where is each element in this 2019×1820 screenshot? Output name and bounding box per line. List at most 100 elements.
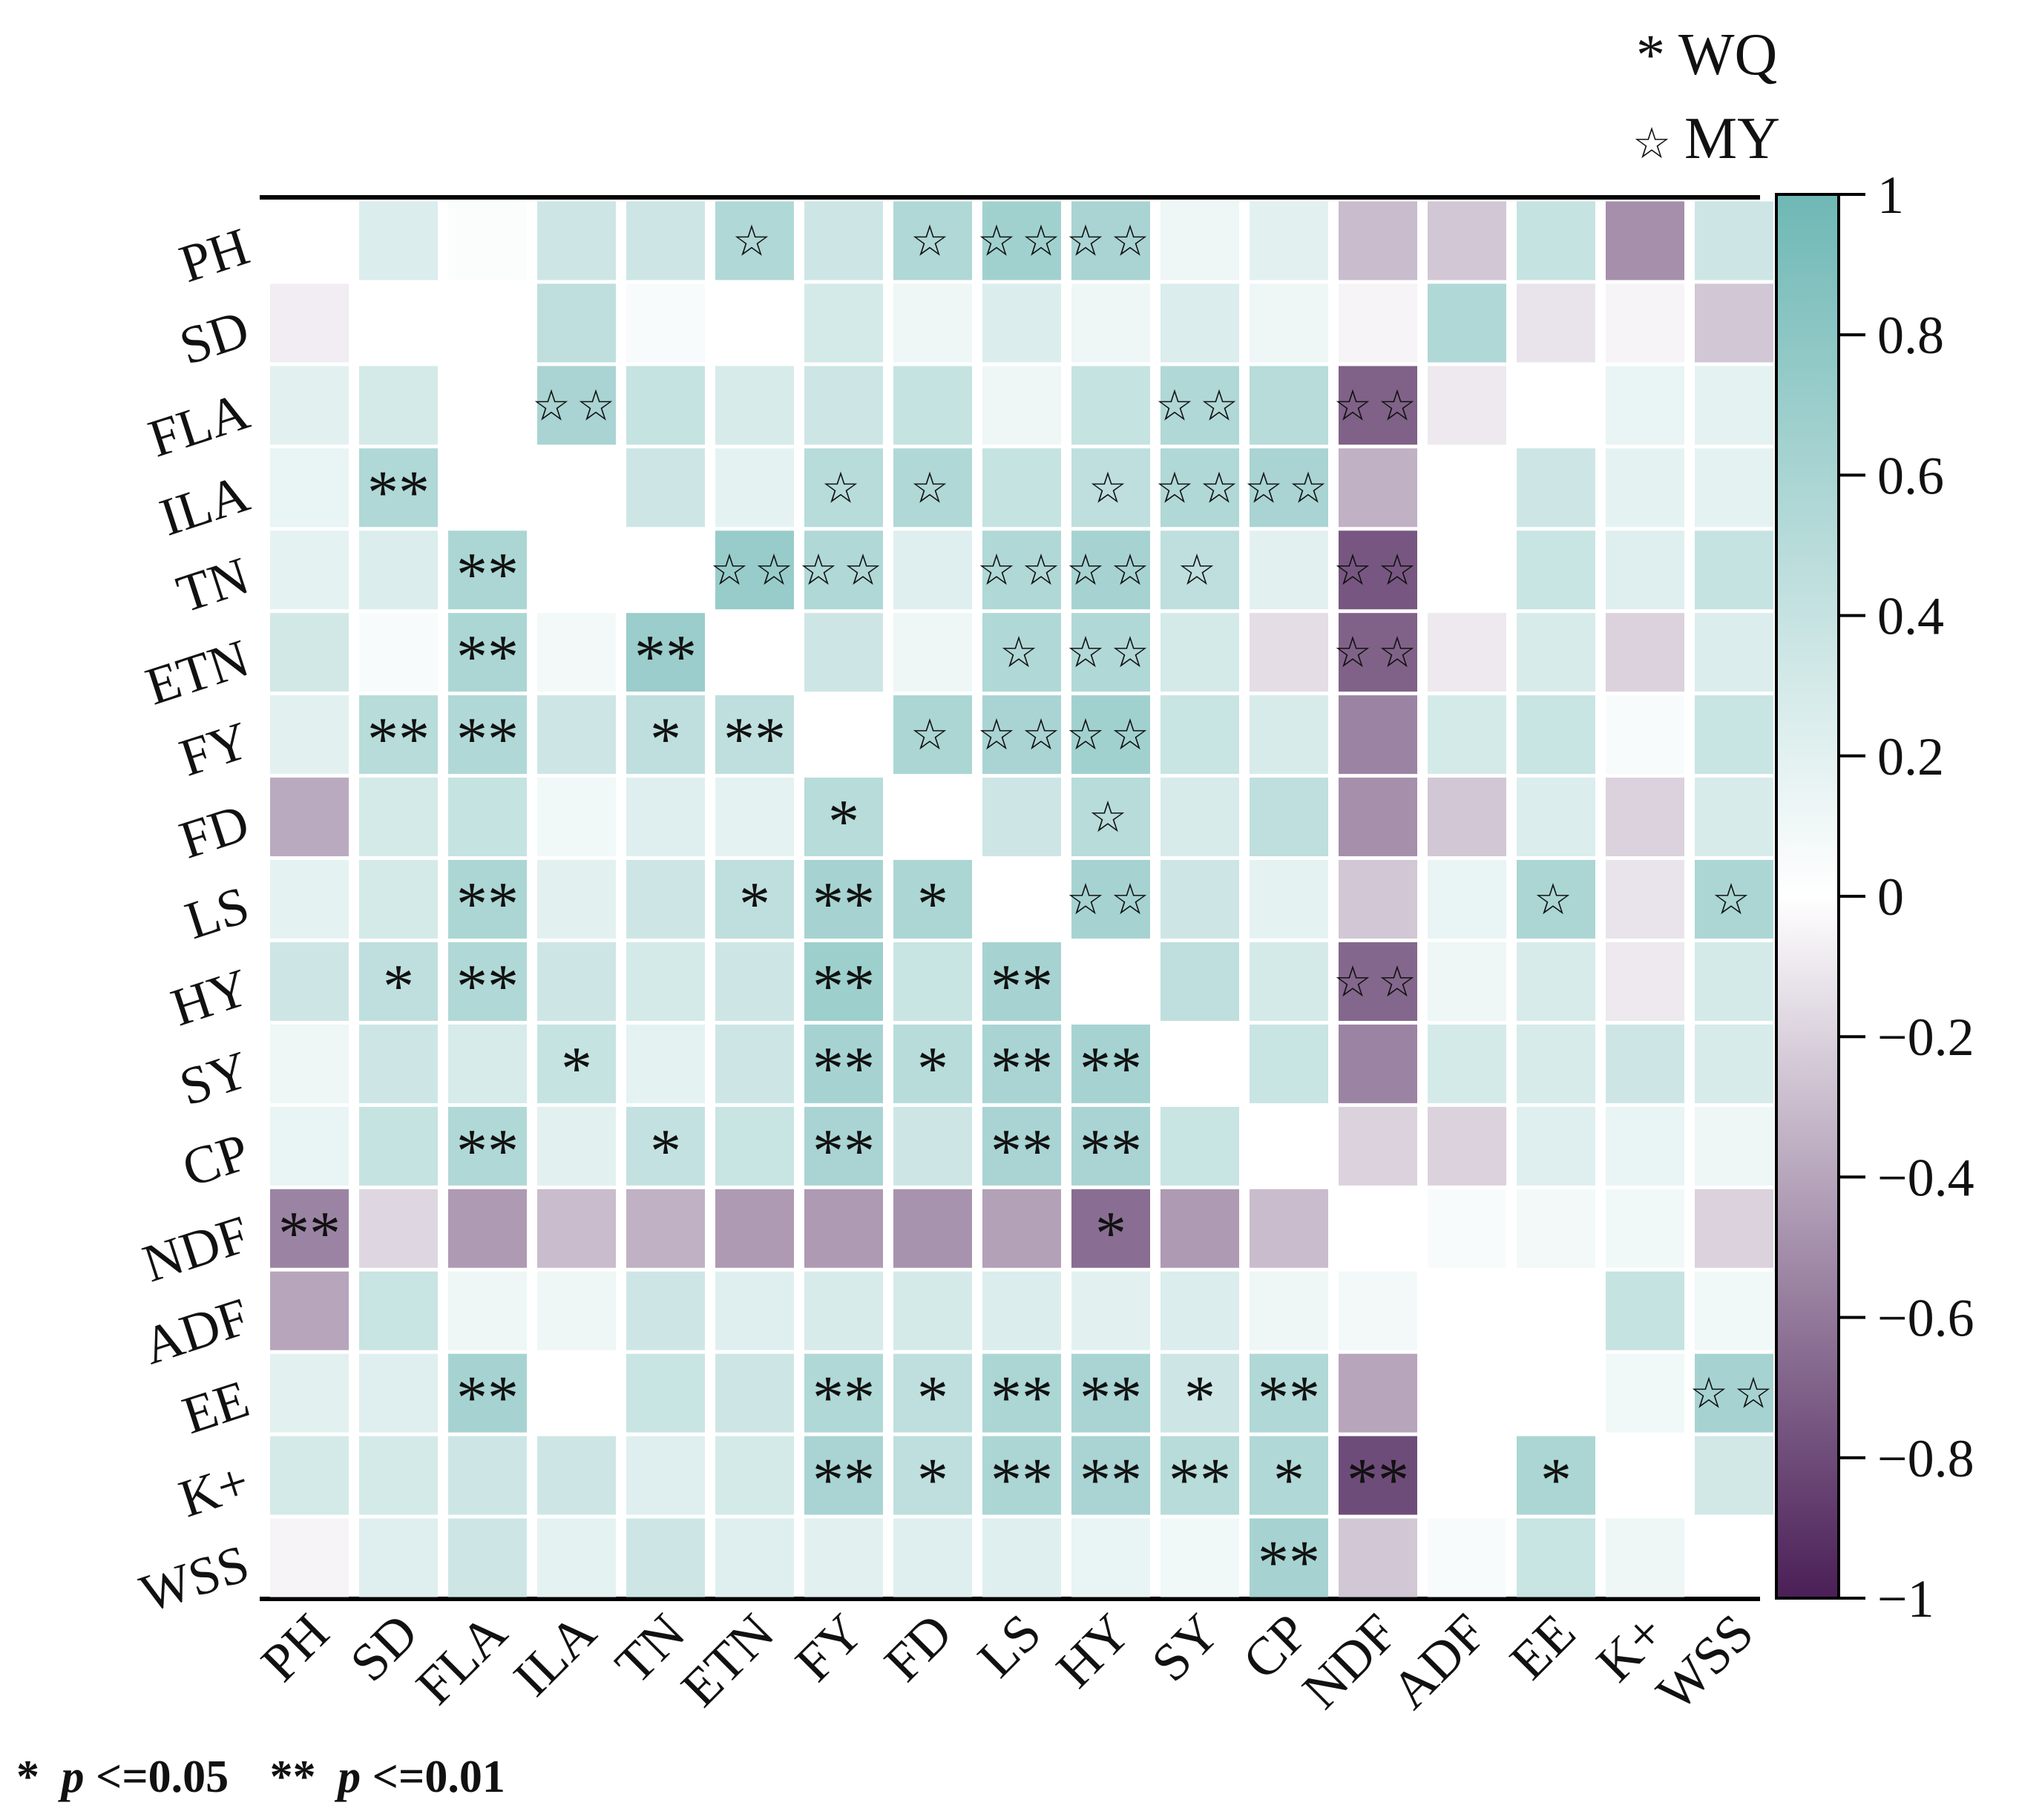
heatmap-cell-NDF-SY [1160, 1189, 1239, 1268]
heatmap-cell-FY-ADF [1428, 695, 1506, 775]
heatmap-cell-LS-K+ [1606, 860, 1684, 939]
heatmap-cell-NDF-LS [982, 1189, 1061, 1268]
significance-mark-SY-ILA: * [561, 1034, 592, 1103]
heatmap-cell-CP-FY [804, 1106, 883, 1186]
significance-mark-LS-FD: * [917, 870, 948, 939]
heatmap-cell-NDF-SD [359, 1189, 438, 1268]
note-double-star: ** [270, 1752, 316, 1802]
heatmap-cell-WSS-ETN [715, 1518, 794, 1597]
heatmap-cell-WSS-SD [359, 1518, 438, 1597]
heatmap-cell-SY-CP [1250, 1024, 1328, 1103]
significance-mark-FY-FLA: ** [456, 705, 519, 774]
heatmap-cell-WSS-FD [893, 1518, 972, 1597]
significance-mark-LS-ETN: * [739, 870, 770, 939]
heatmap-cell-LS-ETN [715, 860, 794, 939]
heatmap-cell-SY-NDF [1339, 1024, 1417, 1103]
heatmap-cell-ETN-FLA [448, 613, 527, 692]
significance-mark-HY-FY: ** [812, 952, 875, 1021]
heatmap-cell-NDF-FD [893, 1189, 972, 1268]
heatmap-cell-TN-EE [1517, 530, 1595, 610]
row-label-PH: PH [173, 217, 256, 295]
heatmap-cell-K+-TN [626, 1436, 705, 1515]
heatmap-cell-TN-FD [893, 530, 972, 610]
significance-mark-LS-FY: ** [812, 870, 875, 939]
heatmap-cell-ETN-LS [982, 613, 1061, 692]
heatmap-cell-HY-NDF [1339, 942, 1417, 1021]
colorbar-ticks: 1 0.8 0.6 0.4 0.2 0 −0.2 −0.4 −0.6 −0.8 −1 [1839, 165, 1974, 1629]
heatmap-cell-PH-EE [1517, 201, 1595, 280]
heatmap-cell-SY-ADF [1428, 1024, 1506, 1103]
heatmap-cell-EE-SY [1160, 1353, 1239, 1433]
column-label-NDF: NDF [1291, 1603, 1408, 1720]
heatmap-cell-ADF-FLA [448, 1271, 527, 1350]
heatmap-cell-ADF-K+ [1606, 1271, 1684, 1350]
significance-mark-PH-FD: ☆ [910, 217, 955, 265]
heatmap-cell-NDF-ADF [1428, 1189, 1506, 1268]
heatmap-cell-CP-HY [1071, 1106, 1150, 1186]
heatmap-cell-PH-FLA [448, 201, 527, 280]
heatmap-cell-ETN-PH [270, 613, 349, 692]
significance-mark-EE-CP: ** [1258, 1364, 1320, 1433]
heatmap-cell-PH-ADF [1428, 201, 1506, 280]
row-label-ADF: ADF [136, 1287, 256, 1376]
heatmap-cell-CP-ILA [537, 1106, 616, 1186]
heatmap-cell-FD-K+ [1606, 778, 1684, 857]
heatmap-cell-LS-ADF [1428, 860, 1506, 939]
significance-mark-ILA-HY: ☆ [1089, 464, 1133, 512]
heatmap-cell-LS-SY [1160, 860, 1239, 939]
heatmap-cell-SD-K+ [1606, 283, 1684, 363]
heatmap-cell-LS-FLA [448, 860, 527, 939]
heatmap-cell-ILA-EE [1517, 448, 1595, 528]
heatmap-cell-SD-CP [1250, 283, 1328, 363]
heatmap-cell-LS-WSS [1695, 860, 1773, 939]
heatmap-cell-ILA-FD [893, 448, 972, 528]
significance-mark-TN-FY: ☆☆ [799, 546, 888, 594]
significance-mark-K+-HY: ** [1080, 1446, 1142, 1515]
heatmap-cell-ADF-SD [359, 1271, 438, 1350]
heatmap-cell-ETN-ADF [1428, 613, 1506, 692]
heatmap-cell-LS-PH [270, 860, 349, 939]
heatmap-cell-FLA-NDF [1339, 366, 1417, 445]
heatmap-cell-PH-FY [804, 201, 883, 280]
heatmap-cell-ILA-FY [804, 448, 883, 528]
heatmap-cell-ILA-WSS [1695, 448, 1773, 528]
heatmap-cell-SY-FY [804, 1024, 883, 1103]
significance-mark-TN-LS: ☆☆ [977, 546, 1066, 594]
heatmap-cell-TN-HY [1071, 530, 1150, 610]
row-label-WSS: WSS [133, 1534, 256, 1624]
note-single-p: p [58, 1752, 85, 1802]
colorbar-tick-label: 0.6 [1877, 446, 1944, 505]
heatmap-cell-ILA-CP [1250, 448, 1328, 528]
significance-mark-NDF-HY: * [1095, 1199, 1126, 1268]
heatmap-cell-ILA-ETN [715, 448, 794, 528]
significance-marks: ☆ ☆ ☆☆ ☆☆☆☆ ☆☆ ☆☆** ☆ ☆ ☆ ☆☆ ☆☆** ☆☆ ☆☆ ☆☆ ☆☆ ☆ ☆☆** ** ☆ ☆… [278, 217, 1773, 1597]
row-label-NDF: NDF [136, 1204, 256, 1294]
heatmap-cell-FD-PH [270, 778, 349, 857]
heatmap-cell-SY-ETN [715, 1024, 794, 1103]
heatmap-cell-CP-NDF [1339, 1106, 1417, 1186]
heatmap-cell-PH-ETN [715, 201, 794, 280]
heatmap-cell-ETN-ILA [537, 613, 616, 692]
heatmap-cell-FD-LS [982, 778, 1061, 857]
heatmap-cell-ADF-LS [982, 1271, 1061, 1350]
heatmap-cell-ETN-SY [1160, 613, 1239, 692]
heatmap-cell-FY-ETN [715, 695, 794, 775]
significance-mark-FY-FD: ☆ [910, 711, 955, 759]
heatmap-cell-ILA-NDF [1339, 448, 1417, 528]
heatmap-cell-ADF-ETN [715, 1271, 794, 1350]
heatmap-cell-FD-HY [1071, 778, 1150, 857]
heatmap-cell-PH-SD [359, 201, 438, 280]
heatmap-cell-FLA-PH [270, 366, 349, 445]
heatmap-cell-FD-FY [804, 778, 883, 857]
significance-mark-FD-FY: * [828, 787, 859, 856]
heatmap-cell-FY-FLA [448, 695, 527, 775]
significance-note: * p <=0.05 ** p <=0.01 [16, 1752, 505, 1802]
heatmap-cell-SY-EE [1517, 1024, 1595, 1103]
significance-mark-K+-SY: ** [1169, 1446, 1231, 1515]
colorbar-tick-label: 1 [1877, 165, 1904, 225]
symbol-legend: * WQ ☆ MY [1632, 22, 1780, 171]
significance-mark-ILA-SD: ** [367, 458, 430, 527]
significance-mark-CP-HY: ** [1080, 1117, 1142, 1186]
heatmap-cell-K+-ETN [715, 1436, 794, 1515]
heatmap-cell-K+-EE [1517, 1436, 1595, 1515]
